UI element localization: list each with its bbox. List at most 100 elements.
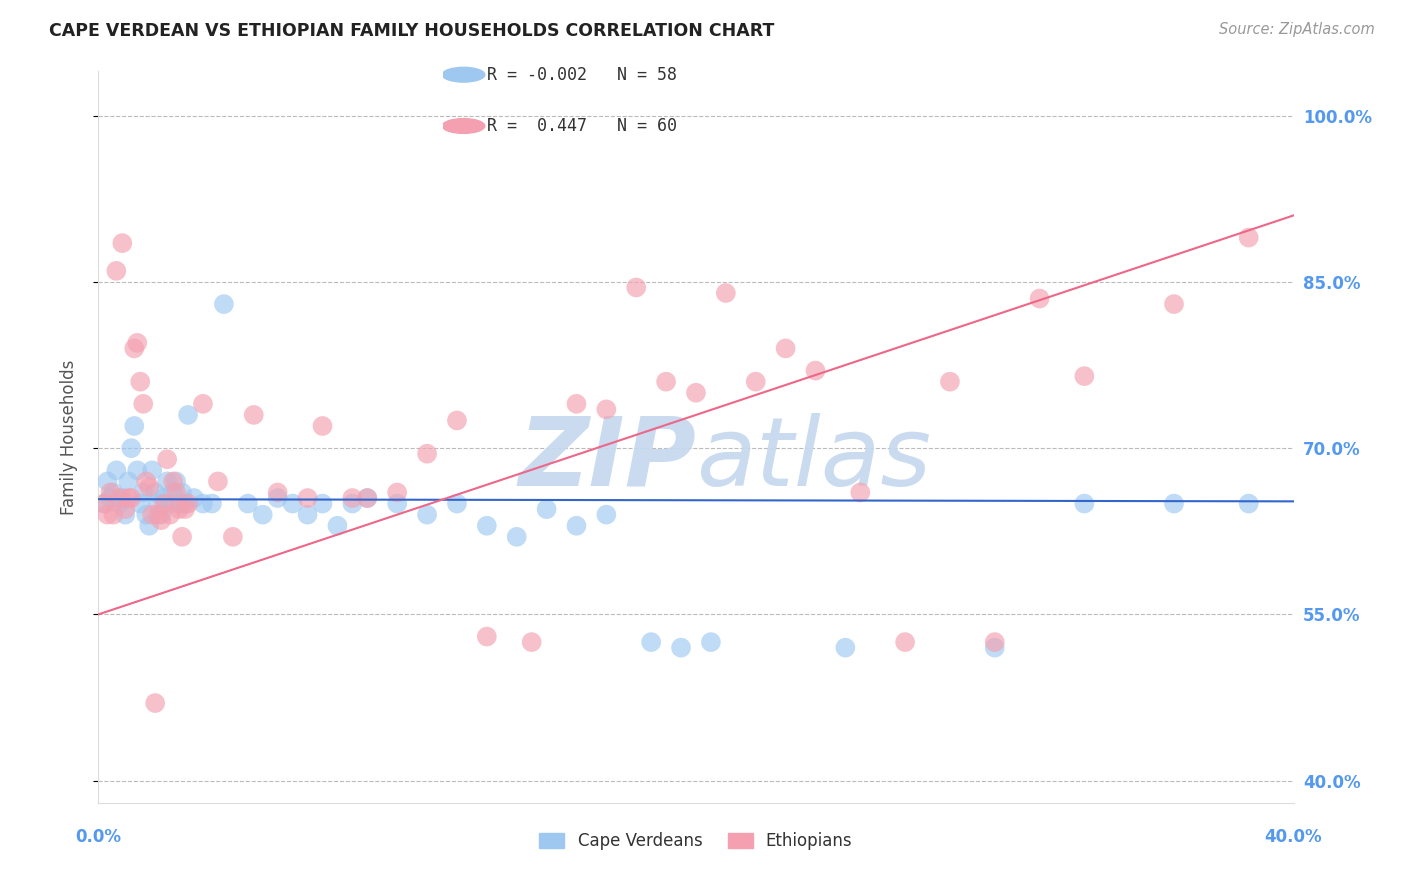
Point: [129, 497, 152, 511]
Point: [1237, 497, 1260, 511]
Point: [124, 419, 146, 434]
Point: [834, 640, 856, 655]
Point: [105, 463, 128, 477]
Point: [207, 475, 229, 489]
Point: [120, 491, 142, 505]
Point: [267, 485, 290, 500]
Point: [98, 485, 122, 500]
Point: [281, 497, 304, 511]
Point: [669, 640, 692, 655]
Y-axis label: Family Households: Family Households: [59, 359, 77, 515]
Point: [135, 508, 157, 522]
Point: [700, 635, 723, 649]
Point: [127, 463, 149, 477]
Point: [565, 397, 588, 411]
Point: [222, 530, 245, 544]
Point: [143, 485, 166, 500]
Point: [96, 475, 118, 489]
Point: [252, 508, 274, 522]
Point: [141, 463, 163, 477]
Point: [297, 508, 319, 522]
Point: [984, 635, 1007, 649]
Point: [172, 485, 194, 500]
Point: [138, 480, 160, 494]
Point: [595, 508, 617, 522]
Point: [804, 363, 827, 377]
Text: 0.0%: 0.0%: [76, 828, 121, 846]
Point: [177, 497, 200, 511]
Point: [1237, 230, 1260, 244]
Point: [132, 485, 155, 500]
Point: [120, 441, 142, 455]
Point: [1163, 297, 1185, 311]
Point: [1073, 369, 1095, 384]
Point: [117, 475, 139, 489]
Point: [103, 485, 125, 500]
Point: [174, 497, 197, 511]
Point: [153, 491, 176, 505]
Text: R = -0.002   N = 58: R = -0.002 N = 58: [486, 66, 678, 84]
Point: [640, 635, 662, 649]
Point: [165, 485, 187, 500]
Point: [96, 508, 118, 522]
Point: [385, 497, 409, 511]
Point: [177, 408, 200, 422]
Point: [475, 630, 498, 644]
Point: [93, 497, 115, 511]
Point: [311, 497, 333, 511]
Point: [98, 491, 122, 505]
Point: [520, 635, 543, 649]
Text: CAPE VERDEAN VS ETHIOPIAN FAMILY HOUSEHOLDS CORRELATION CHART: CAPE VERDEAN VS ETHIOPIAN FAMILY HOUSEHO…: [49, 22, 775, 40]
Point: [103, 508, 125, 522]
Point: [1163, 497, 1185, 511]
Point: [446, 413, 468, 427]
Point: [93, 497, 115, 511]
Point: [243, 408, 266, 422]
Text: atlas: atlas: [696, 412, 931, 506]
Point: [595, 402, 617, 417]
Point: [655, 375, 678, 389]
Point: [129, 375, 152, 389]
Circle shape: [443, 67, 485, 82]
Point: [506, 530, 529, 544]
Point: [153, 497, 176, 511]
Point: [167, 502, 190, 516]
Point: [356, 491, 378, 505]
Point: [162, 475, 184, 489]
Point: [150, 508, 173, 522]
Point: [267, 491, 290, 505]
Point: [111, 236, 134, 251]
Point: [150, 513, 173, 527]
Point: [174, 502, 197, 516]
Legend: Cape Verdeans, Ethiopians: Cape Verdeans, Ethiopians: [533, 825, 859, 856]
Point: [984, 640, 1007, 655]
Point: [159, 508, 181, 522]
Point: [156, 475, 179, 489]
Point: [297, 491, 319, 505]
Point: [342, 491, 364, 505]
Text: 40.0%: 40.0%: [1265, 828, 1322, 846]
Point: [138, 518, 160, 533]
Text: R =  0.447   N = 60: R = 0.447 N = 60: [486, 117, 678, 135]
Point: [326, 518, 349, 533]
Point: [416, 447, 439, 461]
Point: [165, 475, 187, 489]
Point: [342, 497, 364, 511]
Point: [124, 342, 146, 356]
Point: [132, 397, 155, 411]
Point: [135, 475, 157, 489]
Point: [148, 497, 170, 511]
Point: [446, 497, 468, 511]
Circle shape: [443, 119, 485, 134]
Point: [536, 502, 558, 516]
Point: [108, 497, 131, 511]
Point: [745, 375, 768, 389]
Point: [167, 497, 190, 511]
Point: [565, 518, 588, 533]
Point: [156, 452, 179, 467]
Point: [141, 508, 163, 522]
Point: [183, 491, 205, 505]
Point: [127, 335, 149, 350]
Point: [939, 375, 962, 389]
Point: [626, 280, 648, 294]
